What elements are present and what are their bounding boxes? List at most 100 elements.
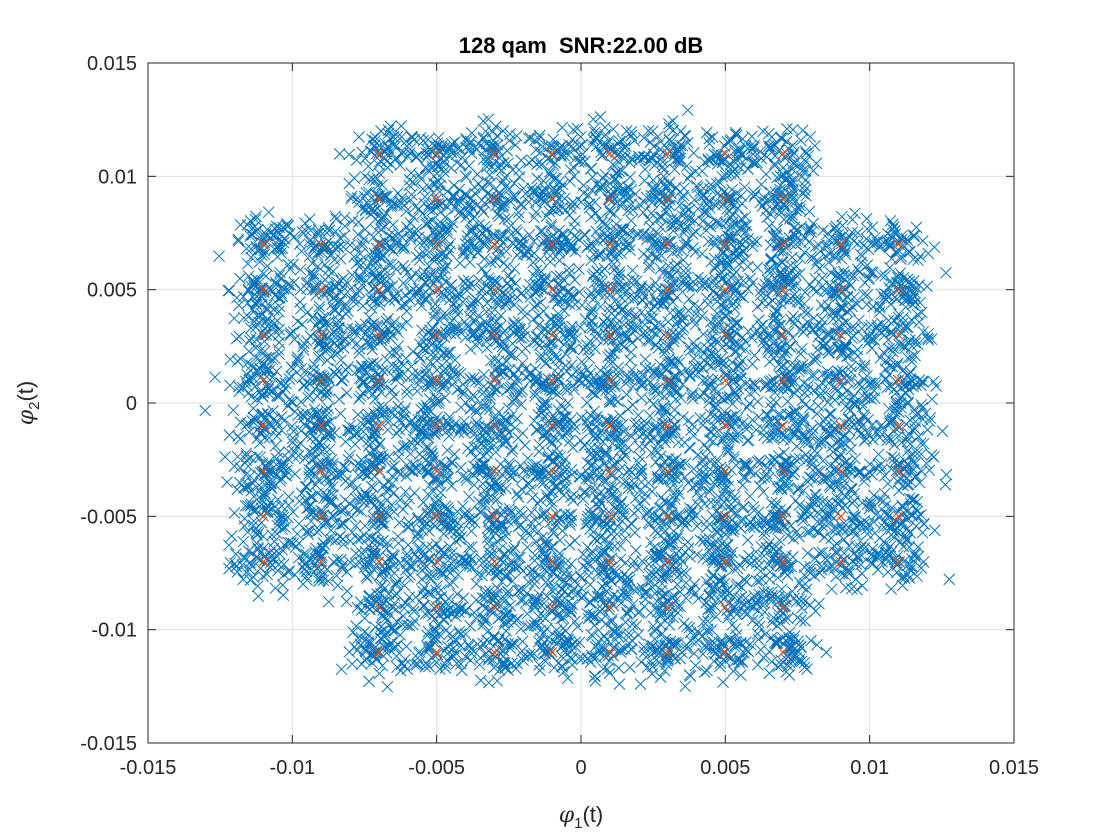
reference-symbol-marker <box>835 510 847 522</box>
reference-symbol-marker <box>662 284 674 296</box>
reference-symbol-marker <box>662 238 674 250</box>
reference-symbol-marker <box>604 148 616 160</box>
reference-symbol-marker <box>315 374 327 386</box>
reference-symbol-marker <box>431 420 443 432</box>
reference-symbol-marker <box>604 601 616 613</box>
reference-symbol-marker <box>373 329 385 341</box>
reference-symbol-marker <box>373 646 385 658</box>
reference-symbol-marker <box>431 238 443 250</box>
reference-symbol-marker <box>604 193 616 205</box>
reference-symbol-marker <box>258 329 269 341</box>
reference-symbol-marker <box>893 238 904 250</box>
reference-symbol-marker <box>258 510 269 522</box>
reference-symbol-marker <box>893 510 904 522</box>
reference-symbol-marker <box>373 420 385 432</box>
reference-symbol-marker <box>893 284 904 296</box>
chart-title: 128 qam SNR:22.00 dB <box>459 33 704 58</box>
y-tick-label: -0.005 <box>80 506 137 528</box>
reference-symbol-marker <box>835 465 847 477</box>
reference-symbol-marker <box>662 420 674 432</box>
y-axis-label-suffix: (t) <box>13 381 38 402</box>
reference-symbol-marker <box>373 374 385 386</box>
reference-symbol-marker <box>662 374 674 386</box>
reference-symbol-marker <box>719 284 731 296</box>
reference-symbol-marker <box>258 420 269 432</box>
reference-symbol-marker <box>719 193 731 205</box>
reference-symbol-marker <box>604 420 616 432</box>
received-symbol-markers <box>199 104 956 693</box>
reference-symbol-marker <box>604 510 616 522</box>
reference-symbol-marker <box>431 601 443 613</box>
y-tick-labels: -0.015 -0.01 -0.005 0 0.005 0.01 0.015 <box>80 53 137 755</box>
reference-symbol-marker <box>431 465 443 477</box>
y-tick-label: -0.01 <box>91 620 137 642</box>
reference-symbol-marker <box>893 374 904 386</box>
x-tick-label: -0.005 <box>408 757 465 779</box>
x-axis-label-symbol: φ <box>559 803 575 828</box>
reference-symbol-marker <box>777 329 789 341</box>
reference-symbol-marker <box>719 465 731 477</box>
reference-symbol-marker <box>893 420 904 432</box>
x-axis-label-suffix: (t) <box>582 802 603 827</box>
reference-symbol-marker <box>431 284 443 296</box>
reference-symbol-marker <box>315 556 327 568</box>
reference-symbol-marker <box>315 465 327 477</box>
reference-symbol-marker <box>488 329 500 341</box>
reference-symbol-marker <box>893 329 904 341</box>
y-tick-label: 0.01 <box>98 166 137 188</box>
reference-symbol-marker <box>893 465 904 477</box>
reference-symbol-marker <box>431 556 443 568</box>
reference-symbol-marker <box>373 238 385 250</box>
reference-symbol-marker <box>719 556 731 568</box>
x-tick-label: 0.005 <box>700 757 750 779</box>
reference-symbol-marker <box>777 193 789 205</box>
reference-symbol-marker <box>488 284 500 296</box>
reference-symbol-marker <box>835 420 847 432</box>
reference-symbol-marker <box>488 556 500 568</box>
reference-symbol-marker <box>373 510 385 522</box>
y-axis-label: φ2(t) <box>13 381 43 426</box>
reference-symbol-marker <box>258 238 269 250</box>
reference-symbol-marker <box>719 646 731 658</box>
reference-symbol-marker <box>662 193 674 205</box>
x-tick-label: 0 <box>575 757 586 779</box>
reference-symbol-marker <box>777 374 789 386</box>
reference-symbol-marker <box>258 465 269 477</box>
reference-symbol-marker <box>719 420 731 432</box>
reference-symbol-marker <box>488 374 500 386</box>
reference-symbol-marker <box>546 420 558 432</box>
reference-symbol-marker <box>431 148 443 160</box>
x-tick-label: -0.01 <box>270 757 316 779</box>
reference-symbol-marker <box>373 556 385 568</box>
reference-symbol-marker <box>662 465 674 477</box>
reference-symbol-marker <box>488 238 500 250</box>
reference-symbol-marker <box>662 556 674 568</box>
reference-symbol-marker <box>835 374 847 386</box>
y-tick-label: -0.015 <box>80 733 137 755</box>
reference-symbol-marker <box>604 238 616 250</box>
reference-symbol-marker <box>604 374 616 386</box>
reference-symbol-marker <box>777 238 789 250</box>
x-tick-labels: -0.015 -0.01 -0.005 0 0.005 0.01 0.015 <box>120 757 1039 779</box>
reference-symbol-marker <box>662 510 674 522</box>
reference-symbol-marker <box>546 556 558 568</box>
x-tick-label: 0.01 <box>850 757 889 779</box>
reference-symbol-marker <box>488 601 500 613</box>
reference-symbol-marker <box>488 510 500 522</box>
reference-symbol-marker <box>835 284 847 296</box>
reference-symbol-marker <box>431 510 443 522</box>
reference-symbol-marker <box>893 556 904 568</box>
reference-symbol-marker <box>546 646 558 658</box>
reference-symbol-marker <box>315 329 327 341</box>
reference-symbol-marker <box>546 284 558 296</box>
reference-symbol-marker <box>373 148 385 160</box>
reference-symbol-marker <box>315 420 327 432</box>
reference-symbol-marker <box>258 374 269 386</box>
reference-symbol-marker <box>604 329 616 341</box>
reference-symbol-marker <box>662 329 674 341</box>
reference-symbol-marker <box>835 329 847 341</box>
reference-symbol-marker <box>546 510 558 522</box>
reference-symbol-marker <box>777 510 789 522</box>
reference-symbol-marker <box>777 148 789 160</box>
reference-symbol-marker <box>488 193 500 205</box>
